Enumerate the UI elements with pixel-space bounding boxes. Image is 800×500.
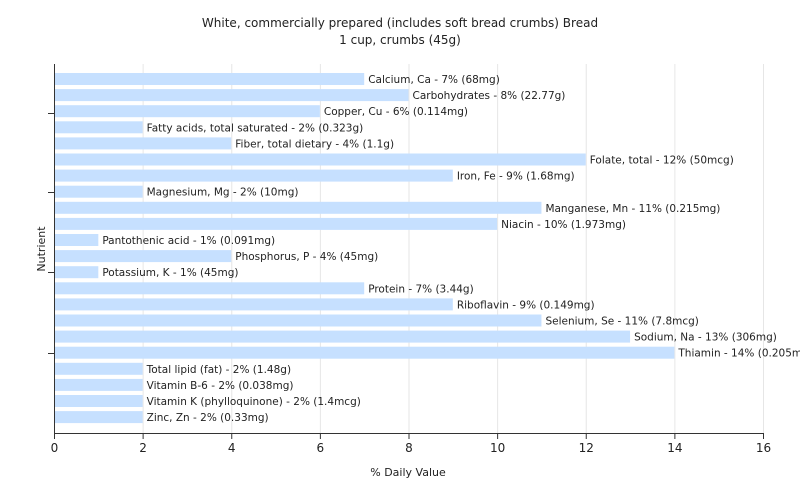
bar-data-label: Calcium, Ca - 7% (68mg) [368, 74, 500, 86]
bar-data-label: Selenium, Se - 11% (7.8mcg) [545, 316, 698, 328]
bar-data-label: Potassium, K - 1% (45mg) [102, 267, 238, 279]
bar-data-label: Thiamin - 14% (0.205mg) [677, 348, 800, 360]
bar-data-label: Copper, Cu - 6% (0.114mg) [324, 106, 468, 118]
x-tick-label: 10 [490, 441, 505, 455]
bar [54, 234, 99, 246]
bars [54, 73, 675, 424]
y-axis-label: Nutrient [35, 226, 48, 272]
bar [54, 362, 143, 375]
bar [54, 217, 498, 230]
data-labels: Calcium, Ca - 7% (68mg) Carbohydrates - 8… [102, 74, 800, 424]
bar-data-label: Pantothenic acid - 1% (0.091mg) [102, 235, 275, 247]
bar [54, 395, 143, 407]
bar [54, 314, 542, 327]
bar [54, 411, 143, 424]
bar [54, 282, 365, 295]
bar-data-label: Fatty acids, total saturated - 2% (0.323… [147, 122, 364, 134]
bar-data-label: Folate, total - 12% (50mcg) [590, 155, 734, 167]
x-tick-label: 2 [139, 441, 147, 455]
bar-data-label: Fiber, total dietary - 4% (1.1g) [235, 138, 394, 150]
bar-data-label: Riboflavin - 9% (0.149mg) [457, 299, 595, 311]
bar [54, 346, 675, 359]
bar-data-label: Vitamin K (phylloquinone) - 2% (1.4mcg) [147, 396, 361, 408]
chart-title: White, commercially prepared (includes s… [202, 16, 598, 30]
bar-data-label: Niacin - 10% (1.973mg) [501, 219, 626, 231]
bar [54, 137, 232, 150]
x-tick-label: 6 [317, 441, 325, 455]
bar-data-label: Zinc, Zn - 2% (0.33mg) [147, 412, 269, 424]
bar-data-label: Phosphorus, P - 4% (45mg) [235, 251, 378, 263]
bar [54, 201, 542, 214]
bar [54, 266, 99, 279]
x-tick-label: 14 [667, 441, 682, 455]
bar-data-label: Magnesium, Mg - 2% (10mg) [147, 187, 299, 199]
bar [54, 378, 143, 391]
chart-subtitle: 1 cup, crumbs (45g) [339, 33, 461, 47]
bar [54, 89, 409, 102]
axes: 0 2 4 6 8 10 12 14 16 [48, 64, 771, 455]
grid-lines [142, 64, 764, 433]
bar [54, 330, 631, 343]
bar-data-label: Sodium, Na - 13% (306mg) [634, 332, 777, 344]
x-tick-label: 4 [228, 441, 236, 455]
x-tick-label: 12 [579, 441, 594, 455]
bar-data-label: Vitamin B-6 - 2% (0.038mg) [147, 380, 294, 392]
bar [54, 298, 453, 311]
bar [54, 185, 143, 198]
x-tick-label: 16 [756, 441, 771, 455]
bar [54, 105, 320, 118]
bar [54, 121, 143, 134]
bar [54, 153, 586, 166]
x-tick-label: 8 [405, 441, 413, 455]
bar [54, 169, 453, 182]
bar-data-label: Total lipid (fat) - 2% (1.48g) [146, 364, 291, 376]
bar [54, 250, 232, 263]
x-tick-label: 0 [51, 441, 59, 455]
bar-data-label: Iron, Fe - 9% (1.68mg) [457, 171, 575, 183]
bar-data-label: Carbohydrates - 8% (22.77g) [413, 90, 566, 102]
bar-data-label: Manganese, Mn - 11% (0.215mg) [545, 203, 720, 215]
bar-data-label: Protein - 7% (3.44g) [368, 283, 474, 295]
x-axis-label: % Daily Value [370, 466, 446, 479]
bar [54, 73, 365, 85]
